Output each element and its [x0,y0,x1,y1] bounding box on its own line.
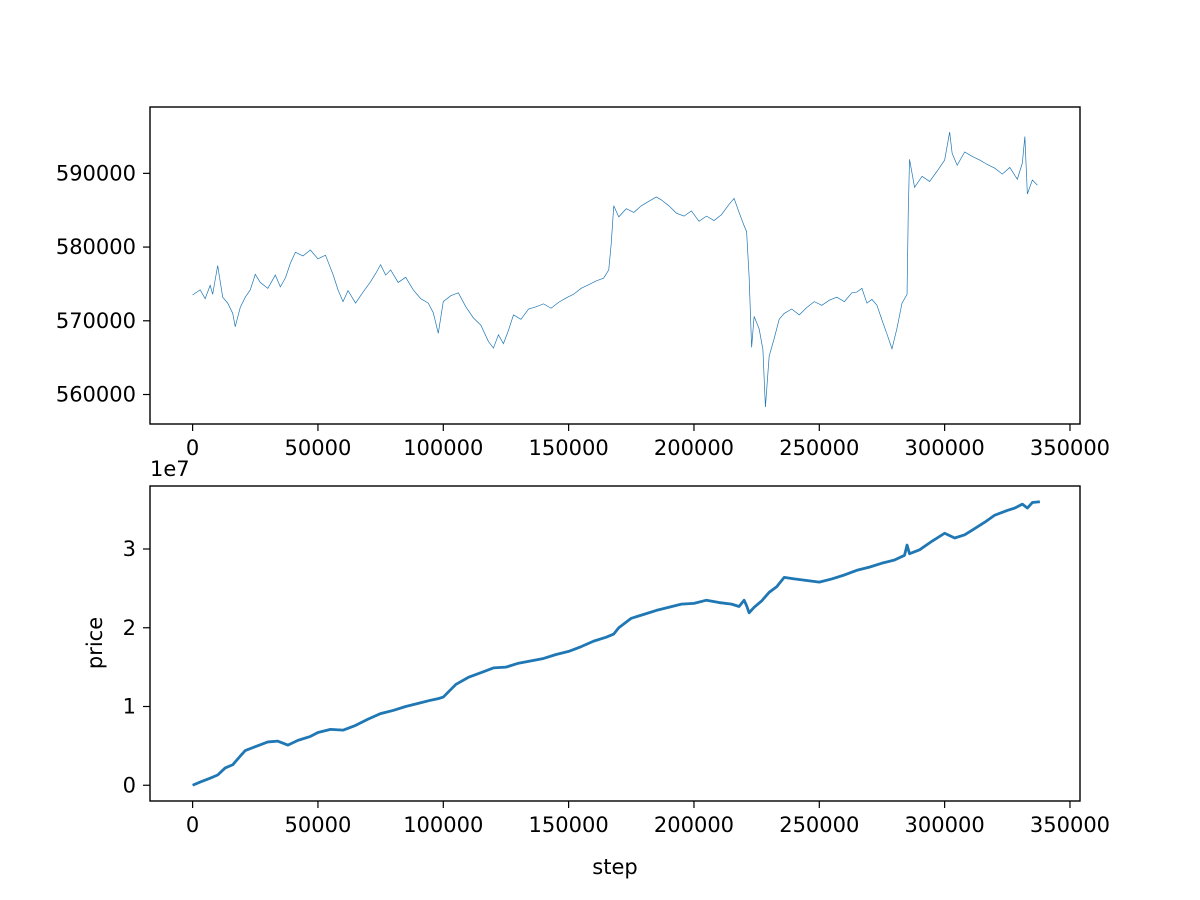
x-tick-label: 350000 [1030,436,1110,460]
y-tick-label: 2 [123,616,136,640]
y-tick-label: 560000 [56,383,136,407]
y-axis-offset-text: 1e7 [150,457,190,481]
x-tick-label: 100000 [403,436,483,460]
x-tick-label: 350000 [1030,813,1110,837]
x-tick-label: 300000 [905,436,985,460]
x-tick-label: 0 [186,813,199,837]
y-tick-label: 0 [123,773,136,797]
top-y-axis-ticks: 560000 570000 580000 590000 [56,161,150,407]
x-tick-label: 250000 [779,813,859,837]
top-price-series-line [192,132,1038,408]
y-tick-label: 590000 [56,161,136,185]
bottom-price-series-line [192,500,1041,787]
bottom-y-axis-ticks: 0 1 2 3 [123,537,150,797]
x-tick-label: 150000 [529,436,609,460]
x-tick-label: 0 [186,436,199,460]
y-axis-label: price [83,617,107,669]
y-tick-label: 570000 [56,309,136,333]
x-tick-label: 50000 [285,813,352,837]
top-axes-frame [149,106,1081,425]
top-price-panel: 0 50000 100000 150000 200000 250000 300000 3500… [56,106,1110,460]
x-tick-label: 50000 [285,436,352,460]
bottom-price-panel: 0 50000 100000 150000 200000 250000 300000 3500… [83,457,1110,879]
top-x-axis-ticks: 0 50000 100000 150000 200000 250000 300000 3500… [186,424,1110,460]
x-axis-label: step [592,855,637,879]
y-tick-label: 1 [123,695,136,719]
x-tick-label: 200000 [654,436,734,460]
x-tick-label: 100000 [403,813,483,837]
x-tick-label: 300000 [905,813,985,837]
x-tick-label: 200000 [654,813,734,837]
x-tick-label: 250000 [779,436,859,460]
y-tick-label: 3 [123,537,136,561]
bottom-x-axis-ticks: 0 50000 100000 150000 200000 250000 300000 3500… [186,801,1110,837]
bottom-axes-frame [149,485,1081,802]
y-tick-label: 580000 [56,235,136,259]
x-tick-label: 150000 [529,813,609,837]
